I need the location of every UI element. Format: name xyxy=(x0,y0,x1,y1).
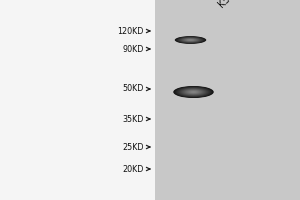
Text: 20KD: 20KD xyxy=(123,164,144,173)
Ellipse shape xyxy=(185,39,196,41)
Ellipse shape xyxy=(188,39,193,41)
Ellipse shape xyxy=(186,90,201,94)
Text: 90KD: 90KD xyxy=(123,45,144,53)
Ellipse shape xyxy=(181,38,200,42)
Ellipse shape xyxy=(188,90,200,94)
Ellipse shape xyxy=(175,87,212,97)
Ellipse shape xyxy=(177,87,210,97)
Ellipse shape xyxy=(183,38,198,42)
Text: K562: K562 xyxy=(216,0,241,9)
Ellipse shape xyxy=(190,91,196,93)
Ellipse shape xyxy=(179,88,208,96)
Ellipse shape xyxy=(184,89,202,95)
Ellipse shape xyxy=(187,39,194,41)
Text: 25KD: 25KD xyxy=(122,142,144,152)
Ellipse shape xyxy=(178,37,203,43)
Ellipse shape xyxy=(185,90,202,94)
Ellipse shape xyxy=(186,39,195,41)
Text: 120KD: 120KD xyxy=(118,26,144,36)
Ellipse shape xyxy=(180,38,201,42)
Bar xyxy=(154,0,300,200)
Ellipse shape xyxy=(174,86,213,98)
Ellipse shape xyxy=(191,91,196,93)
Ellipse shape xyxy=(182,38,199,42)
Ellipse shape xyxy=(173,86,214,98)
Ellipse shape xyxy=(190,91,198,93)
Ellipse shape xyxy=(177,37,204,43)
Ellipse shape xyxy=(179,37,202,43)
Ellipse shape xyxy=(184,38,197,42)
Ellipse shape xyxy=(183,38,198,42)
Ellipse shape xyxy=(179,37,202,43)
Ellipse shape xyxy=(180,88,207,96)
Ellipse shape xyxy=(176,87,211,97)
Text: 35KD: 35KD xyxy=(123,114,144,123)
Ellipse shape xyxy=(183,89,204,95)
Ellipse shape xyxy=(182,89,205,95)
Ellipse shape xyxy=(176,37,205,43)
Ellipse shape xyxy=(178,88,209,97)
Ellipse shape xyxy=(176,36,206,44)
Text: 50KD: 50KD xyxy=(123,84,144,93)
Ellipse shape xyxy=(175,36,206,44)
Ellipse shape xyxy=(181,88,206,96)
Ellipse shape xyxy=(188,90,199,94)
Ellipse shape xyxy=(187,39,194,41)
